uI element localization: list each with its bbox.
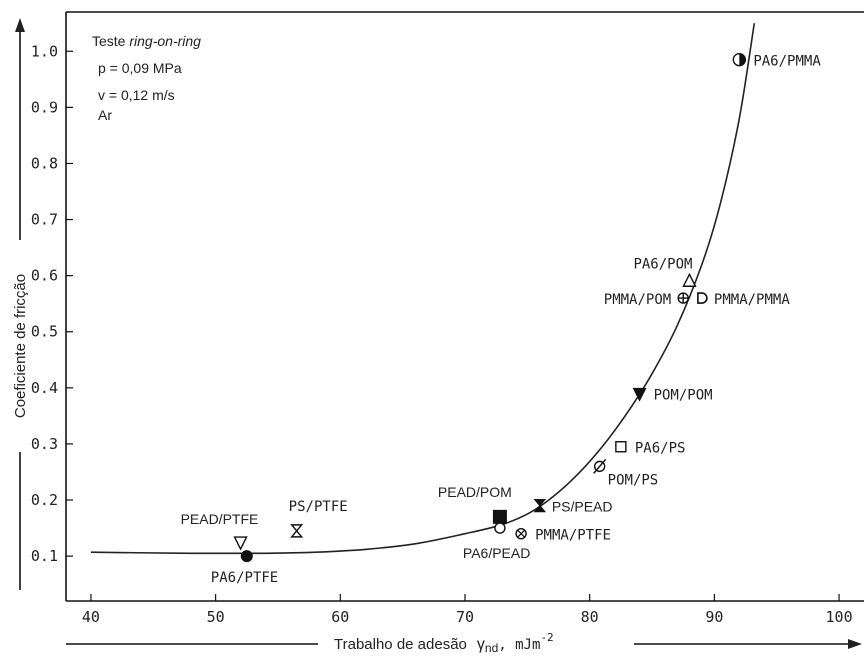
point-label: POM/POM [654,387,713,403]
x-axis-arrowhead [848,639,862,649]
y-axis-arrowhead [15,18,25,32]
y-tick-label: 0.2 [31,491,58,509]
x-tick-label: 70 [456,608,474,626]
y-axis-label-group: Coeficiente de fricção [12,18,29,590]
x-tick-label: 60 [331,608,349,626]
point-label: PMMA/PMMA [714,292,790,308]
x-tick-label: 100 [826,608,853,626]
point-label: POM/PS [608,472,659,488]
point-pmma-ptfe: PMMA/PTFE [515,528,611,544]
point-pead-pom: PEAD/POM [438,484,512,524]
point-label: PS/PEAD [552,499,613,515]
x-tick-label: 80 [581,608,599,626]
point-label: PA6/PMMA [753,54,821,70]
y-tick-label: 0.9 [31,98,58,116]
point-pmma-pmma: PMMA/PMMA [697,292,790,308]
point-pom-pom: POM/POM [632,387,713,403]
point-ps-ptfe: PS/PTFE [289,499,348,538]
annotation-velocity: v = 0,12 m/s [98,87,175,103]
point-label: PA6/PTFE [211,570,278,586]
y-tick-label: 0.8 [31,154,58,172]
point-label: PA6/POM [633,256,692,272]
point-label: PEAD/POM [438,484,512,500]
point-label: PA6/PS [635,441,686,457]
point-label: PMMA/PTFE [535,528,611,544]
annotation-pressure: p = 0,09 MPa [98,60,182,76]
y-ticks: 0.1 0.2 0.3 0.4 0.5 0.6 0.7 0.8 0.9 1.0 [31,42,73,565]
x-axis-label-group: Trabalho de adesão γnd, mJm-2 [66,631,862,655]
test-conditions-annotation: Teste ring-on-ring p = 0,09 MPa v = 0,12… [92,33,201,123]
point-label: PMMA/POM [604,292,671,308]
annotation-line1: Teste ring-on-ring [92,33,201,49]
trend-curve [90,23,756,555]
x-tick-label: 40 [82,608,100,626]
y-tick-label: 0.6 [31,267,58,285]
y-tick-label: 0.7 [31,211,58,229]
point-label: PS/PTFE [289,499,348,515]
y-tick-label: 1.0 [31,42,58,60]
x-axis-label: Trabalho de adesão γnd, mJm-2 [334,631,554,655]
x-tick-label: 50 [207,608,225,626]
x-ticks: 40 50 60 70 80 90 100 [82,594,853,626]
point-pa6-pom: PA6/POM [633,256,697,287]
y-tick-label: 0.3 [31,435,58,453]
point-pa6-pmma: PA6/PMMA [732,52,821,70]
y-tick-label: 0.4 [31,379,58,397]
point-pa6-pead: PA6/PEAD [463,522,530,561]
y-tick-label: 0.1 [31,547,58,565]
point-label: PA6/PEAD [463,545,530,561]
y-axis-label: Coeficiente de fricção [12,274,29,418]
y-tick-label: 0.5 [31,323,58,341]
point-pa6-ptfe: PA6/PTFE [211,550,278,586]
point-pom-ps: POM/PS [593,458,659,488]
data-points: PA6/PMMA PA6/POM PMMA/POM PMMA/PMMA POM/POM P… [181,52,821,586]
annotation-atmosphere: Ar [98,107,112,123]
point-label: PEAD/PTFE [181,511,259,527]
point-pmma-pom: PMMA/POM [604,292,689,308]
point-pa6-ps: PA6/PS [615,441,686,457]
point-ps-pead: PS/PEAD [533,499,613,515]
x-tick-label: 90 [705,608,723,626]
point-pead-ptfe: PEAD/PTFE [181,511,259,551]
